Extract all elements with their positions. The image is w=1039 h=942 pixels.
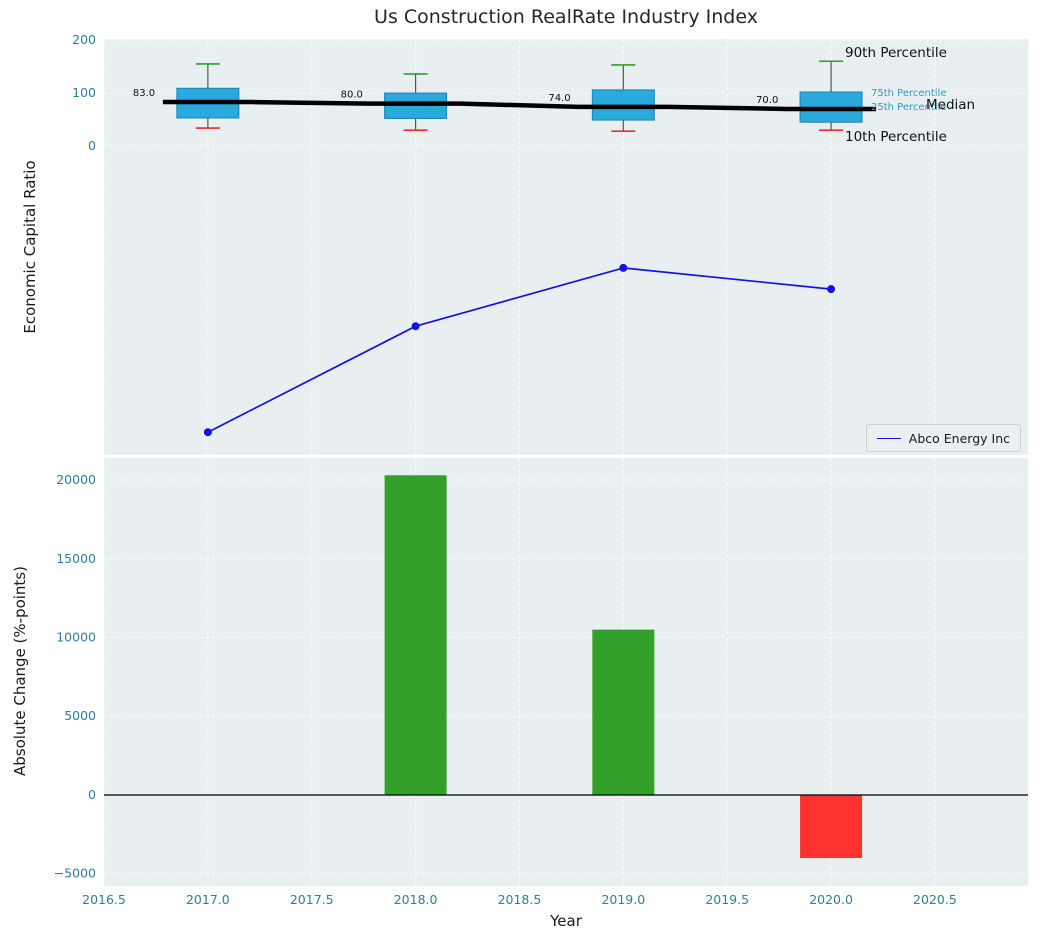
x-tick-label: 2017.0 [186, 892, 230, 907]
x-tick-label: 2020.0 [809, 892, 853, 907]
top-y-axis-label: Economic Capital Ratio [21, 160, 39, 334]
plot-panel-1 [104, 458, 1028, 886]
median-trend-line [162, 99, 877, 112]
bottom-y-tick-label: 20000 [56, 472, 96, 487]
median-value-label-2018: 80.0 [341, 90, 363, 101]
median-value-label-2017: 83.0 [133, 88, 155, 99]
bar-2019 [592, 629, 655, 795]
bottom-y-tick-label: −5000 [54, 866, 96, 881]
bottom-y-tick-label: 10000 [56, 630, 96, 645]
x-tick-label: 2019.0 [601, 892, 645, 907]
chart-title: Us Construction RealRate Industry Index [374, 6, 758, 28]
series-marker-2017 [203, 428, 212, 437]
x-tick-label: 2020.5 [913, 892, 957, 907]
bottom-y-tick-label: 0 [88, 787, 96, 802]
bar-2018 [384, 475, 447, 795]
x-tick-label: 2019.5 [705, 892, 749, 907]
series-marker-2018 [411, 322, 420, 331]
annotation-25th-percentile: 25th Percentile [871, 102, 947, 113]
annotation-75th-percentile: 75th Percentile [871, 88, 947, 99]
x-axis-label: Year [550, 912, 582, 930]
legend: Abco Energy Inc [865, 424, 1021, 452]
top-y-tick-label: 200 [72, 32, 96, 47]
bottom-y-axis-label: Absolute Change (%-points) [11, 566, 29, 776]
top-y-tick-label: 0 [88, 138, 96, 153]
x-tick-label: 2017.5 [290, 892, 334, 907]
legend-line-sample [876, 437, 901, 439]
legend-label: Abco Energy Inc [908, 430, 1010, 446]
series-marker-2020 [827, 285, 836, 294]
x-tick-label: 2018.5 [498, 892, 542, 907]
x-tick-label: 2018.0 [394, 892, 438, 907]
median-value-label-2019: 74.0 [548, 93, 570, 104]
x-tick-label: 2016.5 [82, 892, 126, 907]
bottom-y-tick-label: 5000 [64, 708, 96, 723]
bar-2020 [800, 794, 863, 858]
annotation-median: Median [926, 97, 976, 113]
annotation-10th-percentile: 10th Percentile [845, 129, 947, 145]
series-line-abco-energy-inc [207, 267, 832, 433]
annotation-90th-percentile: 90th Percentile [845, 45, 947, 61]
median-value-label-2020: 70.0 [756, 95, 778, 106]
top-y-tick-label: 100 [72, 85, 96, 100]
bottom-y-tick-label: 15000 [56, 551, 96, 566]
series-marker-2019 [619, 263, 628, 272]
